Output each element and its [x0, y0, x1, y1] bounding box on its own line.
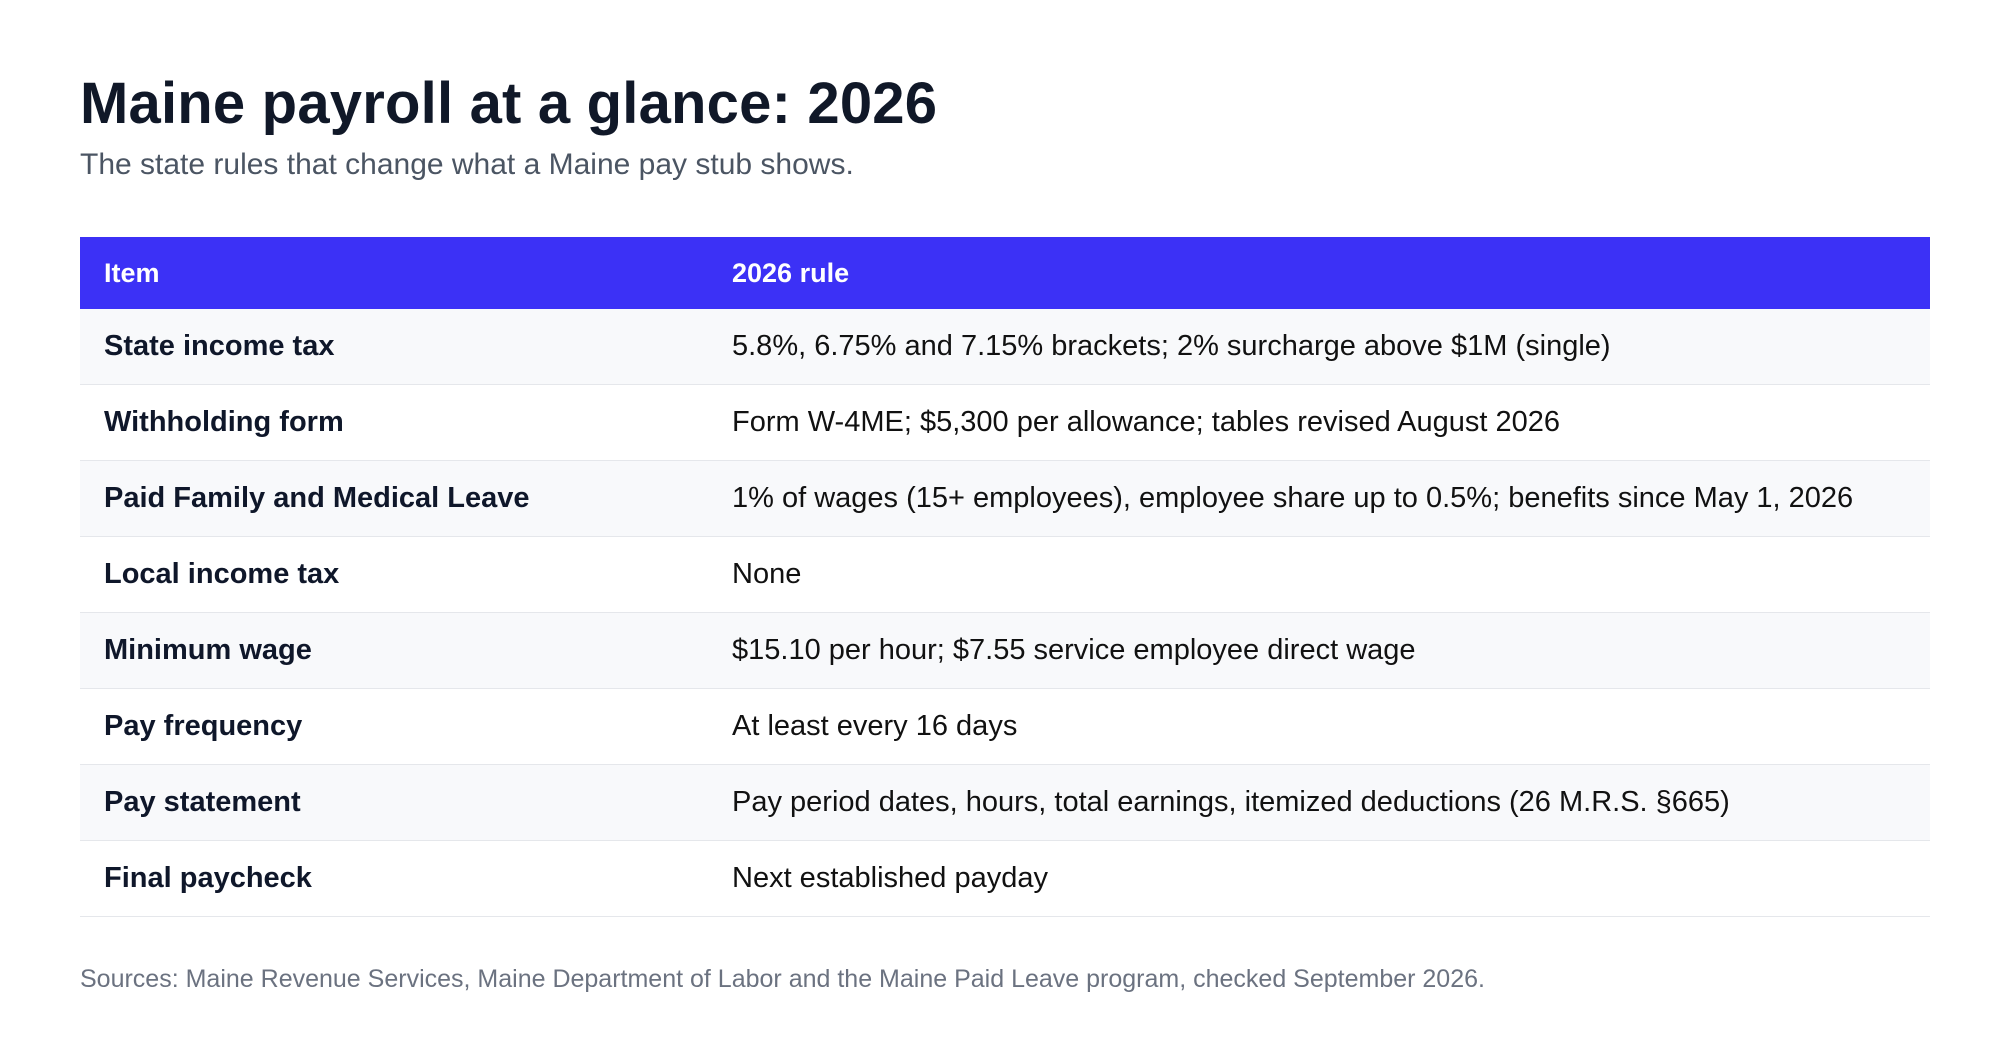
row-rule-cell: Form W-4ME; $5,300 per allowance; tables… [708, 384, 1930, 461]
row-rule-cell: Pay period dates, hours, total earnings,… [708, 764, 1930, 841]
row-item-cell: Local income tax [80, 536, 708, 613]
table-row: State income tax 5.8%, 6.75% and 7.15% b… [80, 309, 1930, 385]
table-row: Pay frequency At least every 16 days [80, 688, 1930, 765]
row-rule-cell: $15.10 per hour; $7.55 service employee … [708, 612, 1930, 689]
table-row: Final paycheck Next established payday [80, 840, 1930, 917]
table-header-row: Item 2026 rule [80, 237, 1930, 309]
page-title: Maine payroll at a glance: 2026 [80, 71, 938, 136]
row-rule-cell: Next established payday [708, 840, 1930, 917]
column-header-item: Item [80, 237, 708, 309]
row-item-cell: Withholding form [80, 384, 708, 461]
payroll-table: Item 2026 rule State income tax 5.8%, 6.… [80, 237, 1930, 917]
table-row: Pay statement Pay period dates, hours, t… [80, 764, 1930, 841]
row-item-cell: Minimum wage [80, 612, 708, 689]
row-item-cell: State income tax [80, 309, 708, 385]
page-subtitle: The state rules that change what a Maine… [80, 148, 854, 181]
table-body: State income tax 5.8%, 6.75% and 7.15% b… [80, 309, 1930, 917]
row-rule-cell: 1% of wages (15+ employees), employee sh… [708, 460, 1930, 537]
row-rule-cell: None [708, 536, 1930, 613]
row-item-cell: Pay frequency [80, 688, 708, 765]
table-row: Minimum wage $15.10 per hour; $7.55 serv… [80, 612, 1930, 689]
row-rule-cell: At least every 16 days [708, 688, 1930, 765]
sources-note: Sources: Maine Revenue Services, Maine D… [80, 965, 1485, 993]
row-item-cell: Final paycheck [80, 840, 708, 917]
table-row: Withholding form Form W-4ME; $5,300 per … [80, 384, 1930, 461]
table-row: Paid Family and Medical Leave 1% of wage… [80, 460, 1930, 537]
column-header-rule: 2026 rule [708, 237, 1930, 309]
row-item-cell: Pay statement [80, 764, 708, 841]
table-row: Local income tax None [80, 536, 1930, 613]
table-header: Item 2026 rule [80, 237, 1930, 309]
row-item-cell: Paid Family and Medical Leave [80, 460, 708, 537]
row-rule-cell: 5.8%, 6.75% and 7.15% brackets; 2% surch… [708, 309, 1930, 385]
